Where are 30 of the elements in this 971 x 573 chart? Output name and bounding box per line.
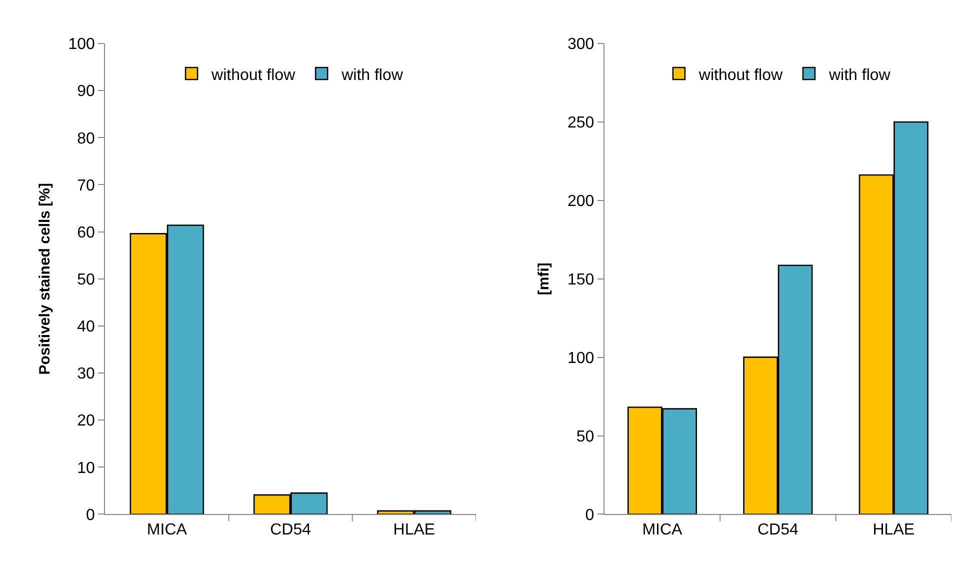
y-tick-label: 70 [77,177,95,194]
y-tick-label: 100 [68,36,95,54]
y-tick-label: 200 [567,193,594,210]
y-axis-title: Positively stained cells [%] [36,183,54,375]
y-tick-label: 50 [576,428,594,446]
y-tick-label: 80 [77,130,95,148]
y-tick-label: 50 [77,271,95,288]
legend-label: without flow [698,66,783,84]
y-tick-label: 250 [567,114,594,132]
legend-label: with flow [340,66,404,84]
y-tick-label: 90 [77,83,95,100]
y-tick-label: 60 [77,224,95,242]
y-tick-label: 0 [86,506,95,524]
x-tick-label: CD54 [270,521,312,538]
y-tick-label: 150 [567,271,594,288]
y-tick-label: 0 [585,506,594,524]
x-tick-label: HLAE [393,521,436,538]
legend-label: with flow [828,66,891,84]
y-tick-label: 40 [77,318,95,336]
y-tick-label: 300 [567,36,594,54]
x-tick-label: MICA [642,521,683,538]
y-tick-label: 10 [77,460,95,477]
y-tick-label: 30 [77,366,95,383]
y-tick-label: 100 [567,350,594,367]
y-tick-label: 20 [77,412,95,430]
x-tick-label: HLAE [872,521,915,538]
x-tick-label: CD54 [757,521,798,538]
y-axis-title: [mfi] [536,262,553,296]
legend-label: without flow [210,66,296,84]
x-tick-label: MICA [146,521,188,538]
